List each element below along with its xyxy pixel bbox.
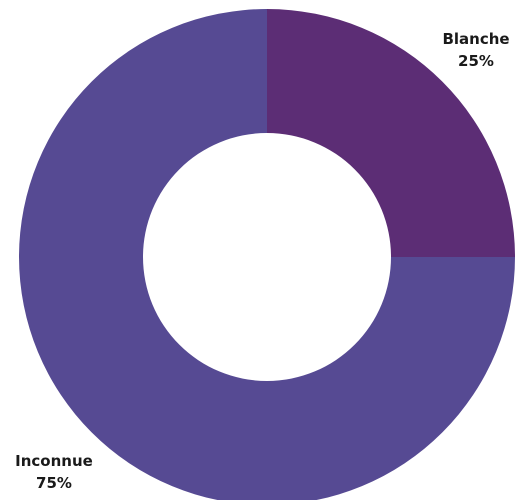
donut-slices [19,9,515,500]
slice-label-inconnue-name: Inconnue [15,452,93,470]
slice-label-inconnue-value: 75% [36,474,72,492]
donut-slice-inconnue [19,9,515,500]
slice-label-blanche-value: 25% [458,52,494,70]
slice-label-blanche-name: Blanche [442,30,509,48]
donut-slice-blanche [267,9,515,257]
